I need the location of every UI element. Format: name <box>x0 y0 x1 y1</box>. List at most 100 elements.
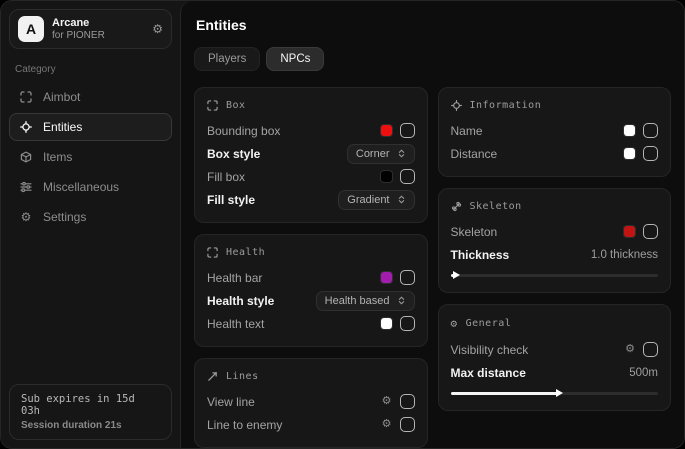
option-row-skeleton: Skeleton <box>451 220 658 243</box>
option-row-distance: Distance <box>451 142 658 165</box>
bone-icon <box>451 201 462 212</box>
sidebar-item-entities[interactable]: Entities <box>9 113 172 141</box>
chevron-updown-icon <box>397 195 406 204</box>
card-box: Box Bounding box Box style Corner <box>194 87 428 223</box>
card-title: Lines <box>226 371 259 382</box>
option-row-max-distance: Max distance 500m <box>451 361 659 384</box>
settings-icon[interactable]: ⚙ <box>152 22 163 36</box>
option-row-health-text: Health text <box>207 312 415 335</box>
sidebar-nav: Aimbot Entities Items Miscellaneous <box>9 83 172 231</box>
card-title: Skeleton <box>469 201 522 212</box>
option-label: Thickness <box>450 247 510 262</box>
option-row-health-style: Health style Health based <box>207 289 415 312</box>
option-label: Fill style <box>207 192 256 207</box>
card-lines: Lines View line ⚙ Line to enemy ⚙ <box>194 358 428 448</box>
gear-icon[interactable]: ⚙ <box>381 395 392 407</box>
color-swatch[interactable] <box>380 272 392 283</box>
line-to-enemy-checkbox[interactable] <box>399 417 415 432</box>
card-general: ⚙ General Visibility check ⚙ Max distanc… <box>437 304 671 411</box>
max-distance-value: 500m <box>629 366 658 379</box>
sidebar-item-items[interactable]: Items <box>9 143 172 171</box>
option-label: Line to enemy <box>207 417 283 432</box>
sidebar-item-miscellaneous[interactable]: Miscellaneous <box>9 173 172 201</box>
dropdown-value: Corner <box>355 147 390 160</box>
tab-players[interactable]: Players <box>194 47 261 71</box>
brand-text: Arcane for PIONER <box>52 17 144 41</box>
option-label: Fill box <box>207 169 246 184</box>
tab-bar: Players NPCs <box>194 47 671 71</box>
card-information: Information Name Distance <box>437 87 671 177</box>
sidebar-item-label: Aimbot <box>43 90 81 104</box>
gear-icon: ⚙ <box>450 317 458 330</box>
visibility-check-checkbox[interactable] <box>643 342 658 357</box>
subscription-info-card: Sub expires in 15d 03h Session duration … <box>9 384 172 440</box>
fill-style-dropdown[interactable]: Gradient <box>338 189 415 210</box>
max-distance-slider[interactable] <box>450 389 658 399</box>
chevron-updown-icon <box>397 149 406 158</box>
card-skeleton: Skeleton Skeleton Thickness 1.0 thicknes… <box>437 188 671 293</box>
chevron-updown-icon <box>397 296 406 305</box>
dropdown-value: Health based <box>324 294 390 307</box>
color-swatch[interactable] <box>624 226 635 237</box>
gear-icon[interactable]: ⚙ <box>625 343 635 355</box>
option-row-view-line: View line ⚙ <box>207 390 415 413</box>
sidebar-item-settings[interactable]: ⚙ Settings <box>9 203 172 231</box>
scan-corners-icon <box>19 91 33 103</box>
card-title: Box <box>226 100 246 111</box>
name-checkbox[interactable] <box>643 123 658 138</box>
color-swatch[interactable] <box>624 125 635 136</box>
slider-handle[interactable] <box>452 271 460 279</box>
thickness-slider[interactable] <box>450 271 658 281</box>
sidebar-item-label: Miscellaneous <box>43 180 120 194</box>
health-text-checkbox[interactable] <box>399 316 415 331</box>
sidebar-item-aimbot[interactable]: Aimbot <box>9 83 172 111</box>
option-row-line-to-enemy: Line to enemy ⚙ <box>207 413 415 436</box>
right-column: Information Name Distance <box>437 87 671 411</box>
color-swatch[interactable] <box>624 148 635 159</box>
color-swatch[interactable] <box>380 318 392 329</box>
thickness-value: 1.0 thickness <box>590 248 658 261</box>
sidebar: A Arcane for PIONER ⚙ Category Aimbot En… <box>1 1 180 448</box>
slider-handle[interactable] <box>556 389 564 397</box>
sidebar-item-label: Items <box>43 150 73 164</box>
sidebar-item-label: Settings <box>43 210 87 224</box>
session-duration-text: Session duration 21s <box>21 420 122 431</box>
option-label: Name <box>450 123 483 138</box>
package-icon <box>19 151 33 163</box>
option-row-fill-box: Fill box <box>207 165 415 188</box>
left-column: Box Bounding box Box style Corner <box>194 87 428 448</box>
skeleton-checkbox[interactable] <box>643 224 658 239</box>
option-row-visibility-check: Visibility check ⚙ <box>451 338 658 361</box>
view-line-checkbox[interactable] <box>399 394 415 409</box>
color-swatch[interactable] <box>380 125 392 136</box>
option-label: Bounding box <box>207 123 281 138</box>
option-row-name: Name <box>450 119 658 142</box>
sidebar-item-label: Entities <box>43 120 83 134</box>
category-label: Category <box>15 64 56 75</box>
option-label: Health text <box>207 316 265 331</box>
health-bar-checkbox[interactable] <box>399 270 415 285</box>
distance-checkbox[interactable] <box>643 146 658 161</box>
card-title: General <box>465 318 512 329</box>
gear-icon[interactable]: ⚙ <box>381 418 392 430</box>
tab-npcs[interactable]: NPCs <box>266 47 325 71</box>
color-swatch[interactable] <box>380 171 392 182</box>
option-row-thickness: Thickness 1.0 thickness <box>451 243 659 266</box>
option-label: Health bar <box>207 270 263 285</box>
box-style-dropdown[interactable]: Corner <box>346 143 415 164</box>
bounding-box-checkbox[interactable] <box>399 123 415 138</box>
brand-logo: A <box>18 16 44 42</box>
health-style-dropdown[interactable]: Health based <box>315 290 415 311</box>
brand-title: Arcane <box>52 16 90 29</box>
sliders-icon <box>19 181 33 193</box>
brand-subtitle: for PIONER <box>52 29 105 41</box>
option-row-bounding-box: Bounding box <box>207 119 415 142</box>
dropdown-value: Gradient <box>347 193 390 206</box>
fill-box-checkbox[interactable] <box>399 169 415 184</box>
main-panel: Entities Players NPCs Box Bounding box <box>180 1 684 448</box>
corner-brackets-icon <box>207 247 218 258</box>
crosshair-icon <box>450 100 462 111</box>
crosshair-icon <box>19 121 33 133</box>
option-label: Box style <box>207 146 261 161</box>
